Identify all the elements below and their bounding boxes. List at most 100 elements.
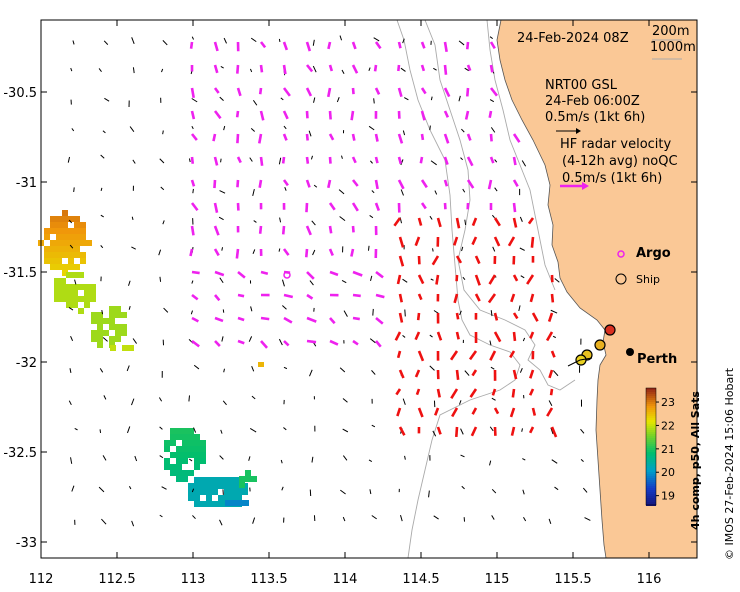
hf-arrow-south [414, 236, 421, 247]
gsl-arrow [370, 275, 373, 282]
hf-arrow-south [528, 388, 535, 396]
y-tick-label: -32 [16, 356, 37, 371]
hf-arrow-north [236, 133, 240, 144]
gsl-arrow [249, 68, 253, 73]
hf-arrow-north [351, 202, 359, 212]
colorbar-segment [646, 400, 656, 402]
sst-pixel [115, 324, 121, 330]
gsl-arrow [489, 99, 495, 103]
hf-arrow-north [283, 316, 293, 324]
gsl-arrow [402, 38, 405, 44]
hf-arrow-north [419, 156, 424, 164]
gsl-arrow [369, 489, 372, 495]
sst-pixel [44, 246, 50, 252]
hf-arrow-north [512, 133, 521, 143]
hf-arrow-north [373, 64, 378, 72]
hf-arrow-north [488, 110, 493, 118]
gsl-arrow [253, 220, 257, 223]
gsl-arrow [429, 125, 431, 131]
hf-arrow-south [468, 350, 478, 361]
sst-pixel [237, 500, 243, 506]
sst-pixel [188, 483, 194, 489]
x-tick-label: 112 [29, 572, 54, 587]
hf-arrow-north [351, 87, 355, 95]
gsl-arrow [129, 126, 135, 132]
colorbar-segment [646, 402, 656, 404]
hf-arrow-north [351, 41, 357, 50]
hf-arrow-south [530, 236, 535, 248]
hf-arrow-north [213, 294, 221, 302]
hf-arrow-north [374, 202, 381, 212]
sst-pixel [91, 318, 97, 324]
sst-pixel [188, 446, 194, 452]
sst-pixel [206, 501, 212, 507]
sst-pixel [78, 308, 84, 314]
colorbar-segment [646, 420, 656, 422]
gsl-arrow [100, 245, 104, 249]
hf-arrow-south [469, 388, 478, 398]
hf-arrow-north [351, 225, 355, 233]
gsl-arrow [313, 97, 316, 103]
sst-pixel [239, 476, 245, 482]
colorbar-segment [646, 404, 656, 406]
gsl-arrow [98, 68, 102, 72]
gsl-arrow [434, 190, 438, 195]
colorbar-segment [646, 388, 656, 390]
sst-pixel [84, 302, 90, 308]
sst-pixel [56, 252, 62, 258]
gsl-arrow [191, 488, 195, 493]
hf-arrow-north [258, 87, 263, 95]
gsl-arrow [367, 245, 370, 251]
gsl-arrow [252, 188, 255, 196]
sst-pixel [97, 312, 103, 318]
gsl-arrow [402, 398, 406, 405]
credit-text: © IMOS 27-Feb-2024 15:06 Hobart [723, 367, 736, 560]
sst-pixel [176, 470, 182, 476]
hf-arrow-north [374, 179, 379, 190]
gsl-arrow [162, 130, 164, 135]
gsl-arrow [369, 160, 373, 164]
hf-arrow-north [465, 41, 470, 50]
hf-arrow-south [512, 369, 518, 380]
gsl-arrow [491, 488, 497, 494]
sst-pixel [200, 446, 206, 452]
hf-arrow-north [329, 317, 336, 325]
hf-arrow-south [455, 369, 460, 380]
gsl-arrow [432, 430, 437, 437]
hf-arrow-north [489, 87, 498, 97]
sst-pixel [90, 284, 96, 290]
map-frame: 112 112.5 113 113.5 114 114.5 115 115.5 116 -30.5… [3, 19, 698, 587]
colorbar-segment [646, 418, 656, 420]
colorbar-tick-label: 21 [661, 443, 675, 456]
hf-arrow-north [237, 270, 246, 279]
sst-pixel [121, 312, 127, 318]
hf-arrow-south [416, 312, 421, 321]
colorbar-segment [646, 394, 656, 396]
gsl-arrow [101, 309, 104, 315]
hf-arrow-south [417, 274, 425, 285]
hf-arrow-north [306, 271, 315, 280]
hf-arrow-south [512, 312, 519, 320]
colorbar-segment [646, 428, 656, 430]
colorbar-segment [646, 502, 656, 504]
ship-legend-marker [615, 273, 627, 285]
hf-arrow-south [471, 407, 478, 415]
gsl-arrow [162, 40, 168, 46]
hf-arrow-south [512, 217, 518, 228]
hf-arrow-north [305, 225, 312, 236]
date-label: 24-Feb-2024 08Z [517, 31, 629, 46]
hf-arrow-south [546, 407, 554, 417]
sst-pixel [188, 434, 194, 440]
colorbar-segment [646, 434, 656, 436]
hf-arrow-north [190, 110, 196, 120]
gsl-arrow [192, 515, 196, 520]
sst-pixel [182, 434, 188, 440]
gsl-arrow [580, 459, 584, 462]
gsl-arrow [283, 366, 288, 370]
hf-arrow-south [470, 426, 478, 437]
gsl-arrow [429, 334, 433, 338]
sst-pixel [170, 428, 176, 434]
gsl-arrow [429, 215, 433, 220]
hf-arrow-north [350, 110, 355, 121]
